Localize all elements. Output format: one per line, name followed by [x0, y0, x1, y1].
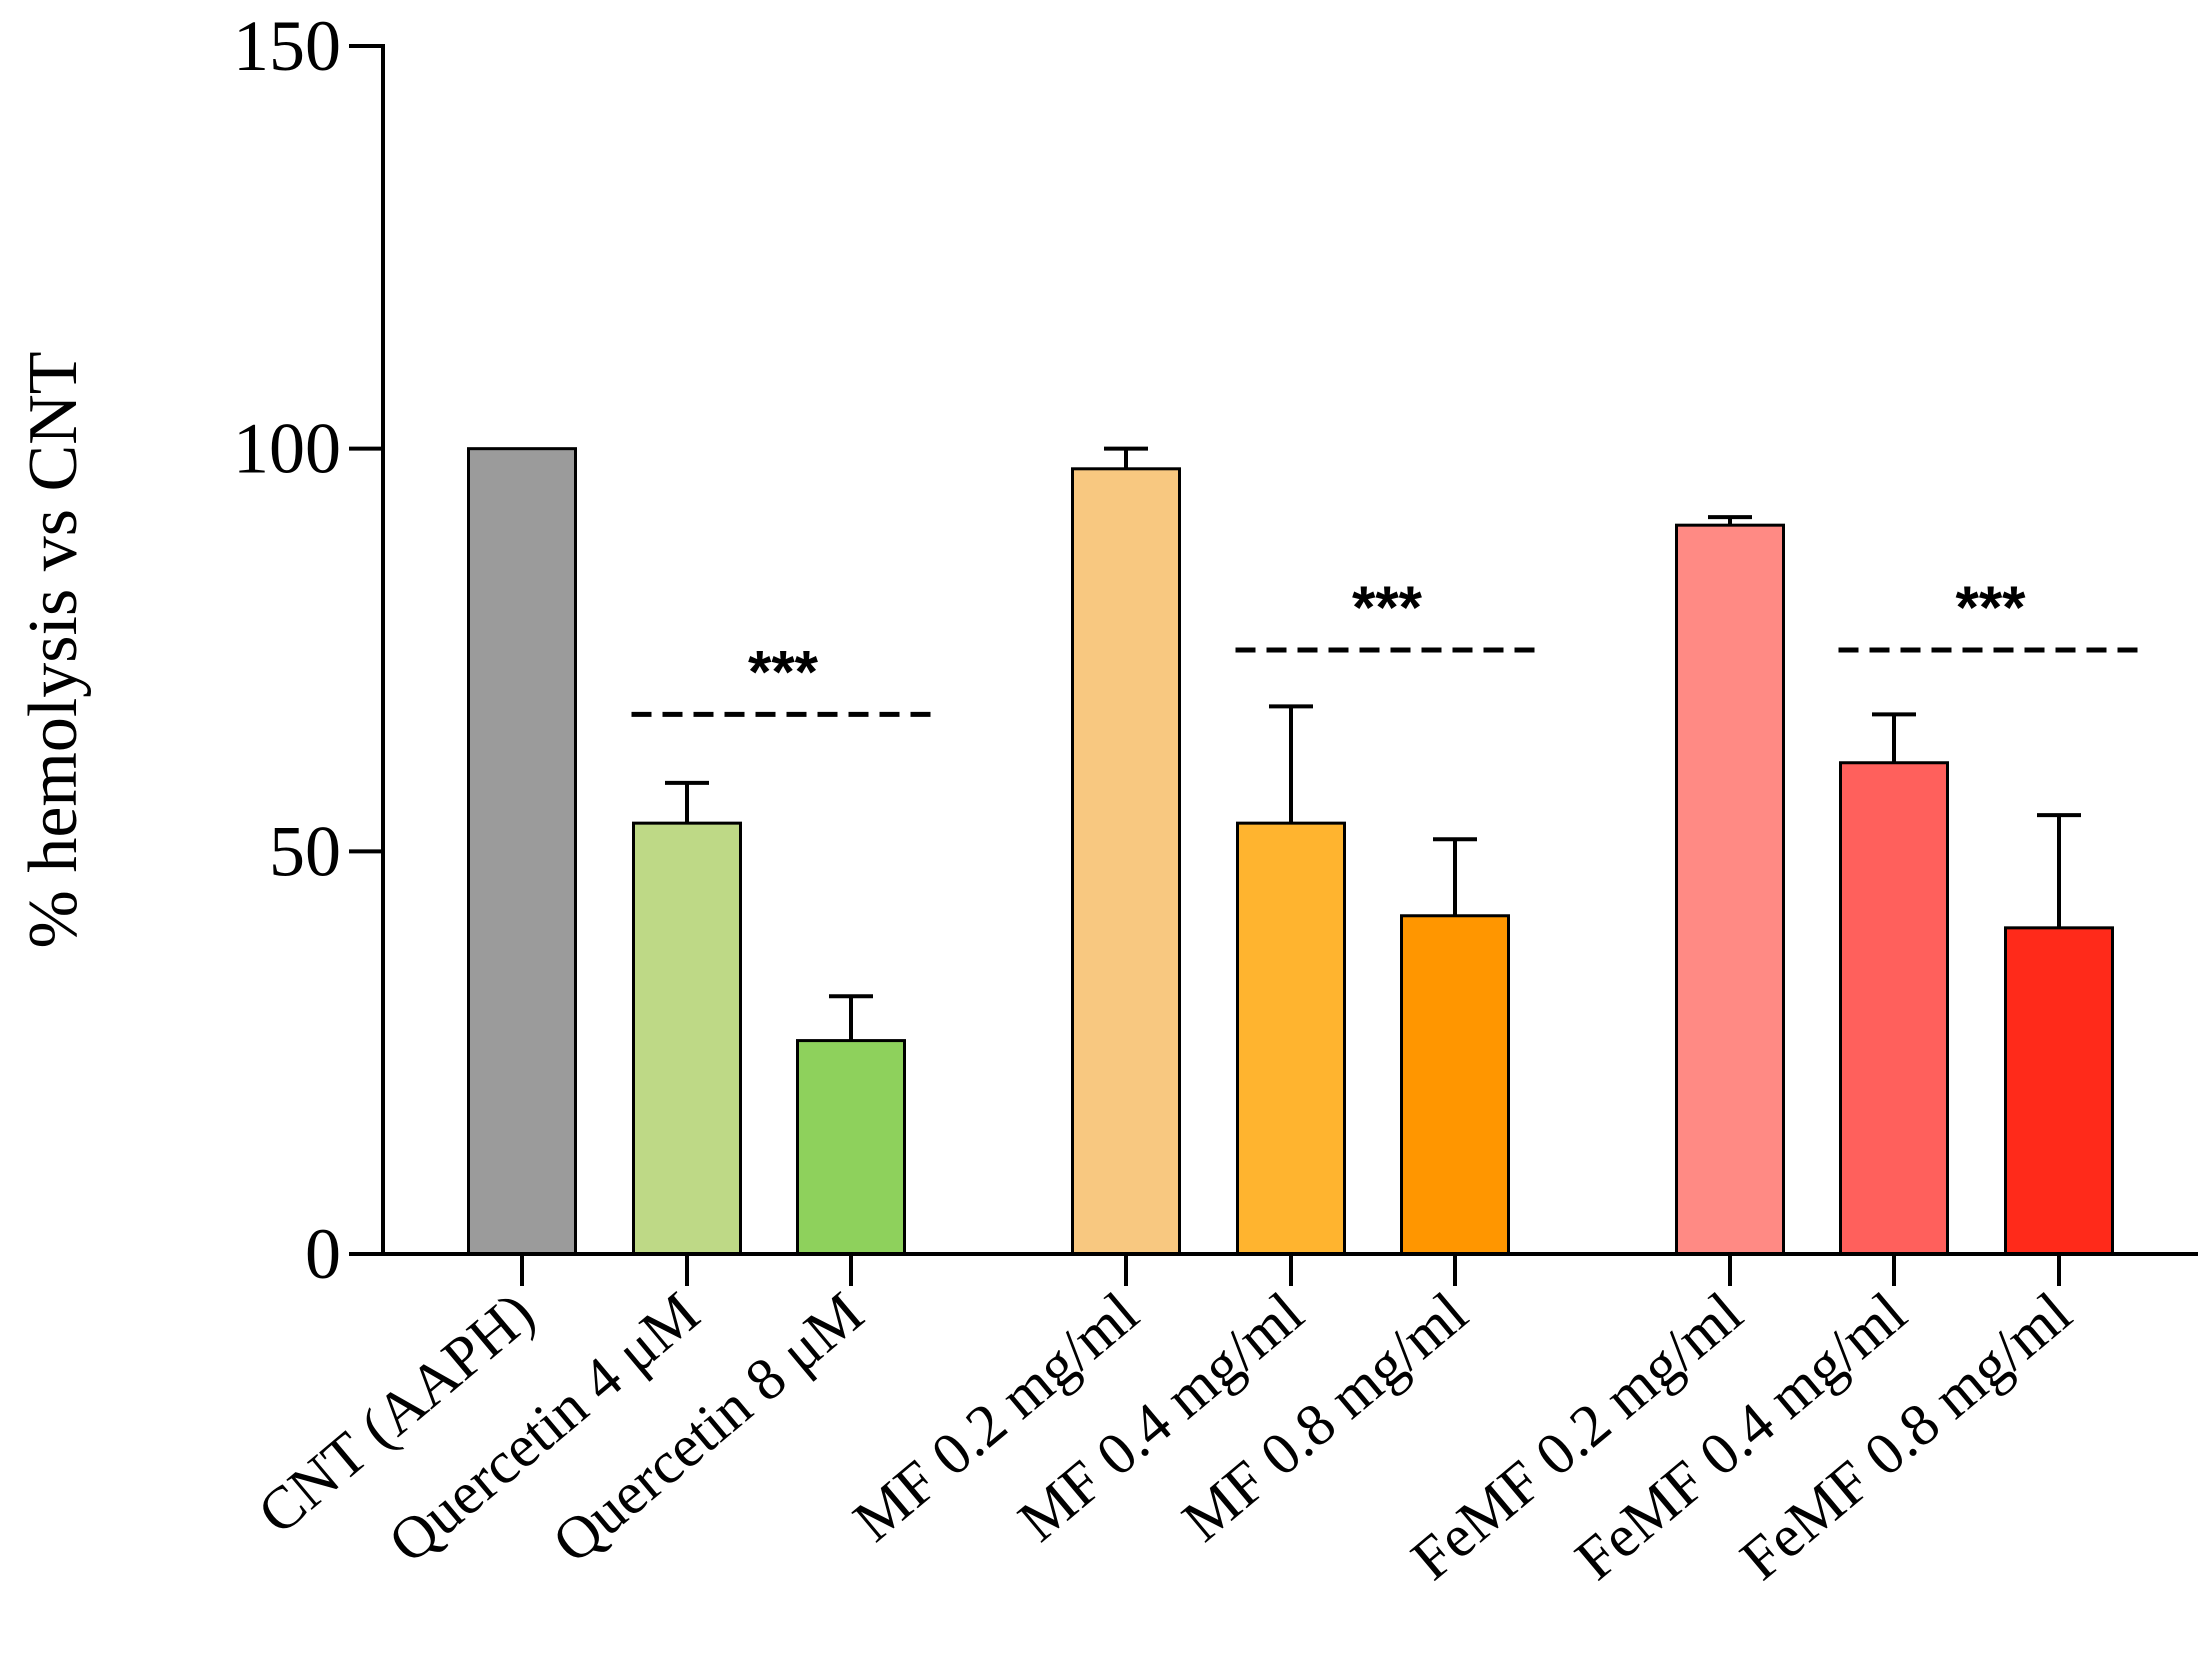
bar-mf-0-4-mg-ml — [1236, 821, 1346, 1256]
y-tick-label-0: 0 — [305, 1214, 341, 1294]
bar-quercetin-4-um — [632, 821, 742, 1256]
error-bars-layer — [665, 446, 2081, 1041]
bars-layer — [467, 447, 2114, 1256]
y-tick-label-150: 150 — [233, 6, 341, 86]
significance-label-2: *** — [1352, 574, 1423, 641]
significance-label-1: *** — [748, 638, 819, 705]
bar-cnt-aaph — [467, 447, 577, 1256]
bar-mf-0-2-mg-ml — [1071, 467, 1181, 1256]
bar-femf-0-8-mg-ml — [2004, 926, 2114, 1256]
x-tick-label-mf-0-4-mg-ml: MF 0.4 mg/ml — [1006, 1279, 1315, 1554]
x-tick-label-cnt-aaph: CNT (AAPH) — [246, 1279, 547, 1546]
bar-femf-0-2-mg-ml — [1675, 523, 1785, 1256]
significance-layer: *** *** *** — [631, 574, 2143, 717]
y-axis-label: % hemolysis vs CNT — [15, 352, 92, 949]
y-tick-label-50: 50 — [269, 811, 341, 891]
bar-quercetin-8-um — [796, 1039, 906, 1256]
significance-label-3: *** — [1955, 574, 2026, 641]
x-tick-label-mf-0-2-mg-ml: MF 0.2 mg/ml — [841, 1279, 1150, 1554]
bar-mf-0-8-mg-ml — [1400, 914, 1510, 1256]
axes-layer — [349, 44, 2198, 1286]
y-tick-label-100: 100 — [233, 409, 341, 489]
bar-femf-0-4-mg-ml — [1839, 761, 1949, 1256]
